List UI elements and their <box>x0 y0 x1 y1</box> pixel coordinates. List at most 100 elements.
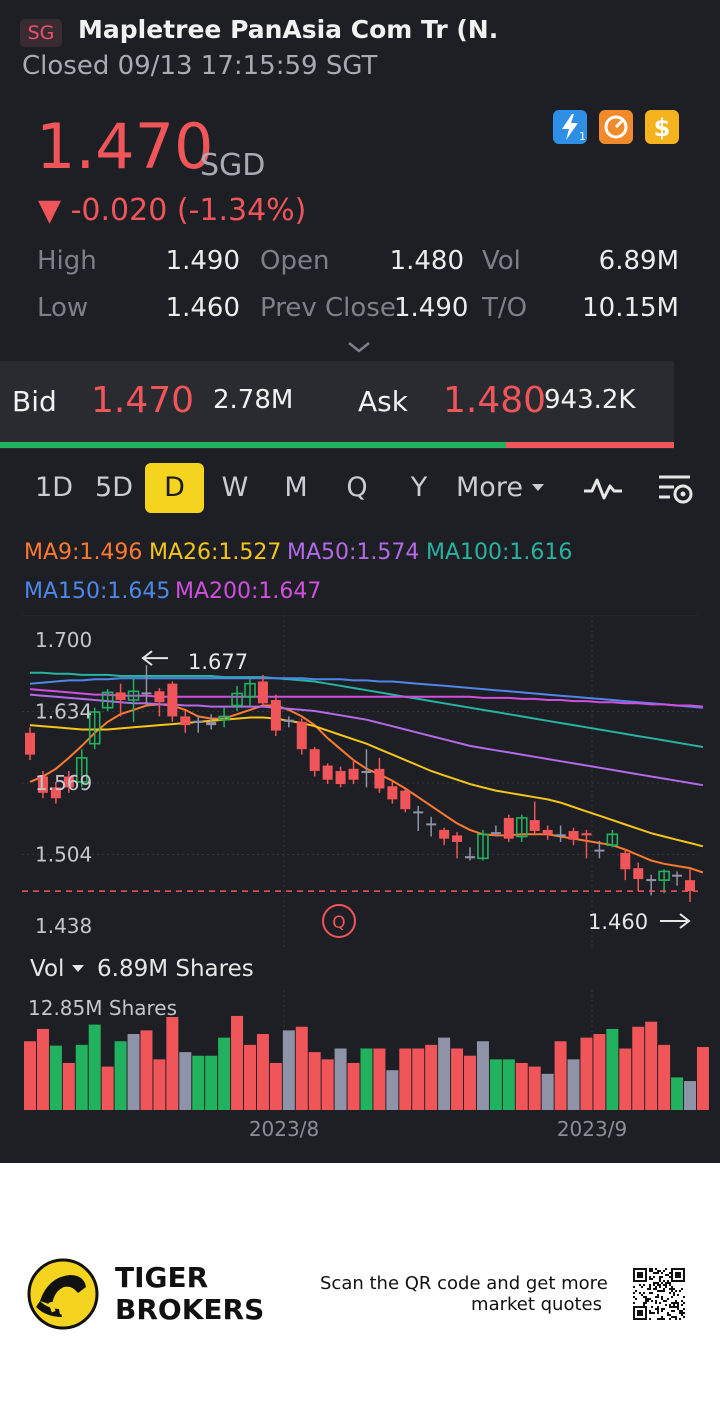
candle-body <box>115 692 126 701</box>
volume-chart[interactable]: 12.85M Shares 2023/8 2023/9 <box>0 990 720 1150</box>
bid-ratio-fill <box>0 442 506 448</box>
options-icon[interactable] <box>599 110 633 144</box>
candle-body <box>257 681 268 704</box>
qr-code <box>633 1268 685 1320</box>
volume-bar <box>334 1048 347 1110</box>
qr-module <box>669 1292 671 1294</box>
volume-bar <box>593 1034 606 1110</box>
qr-module <box>655 1302 657 1304</box>
qr-module <box>663 1280 665 1282</box>
y-tick-label: 1.634 <box>35 700 92 724</box>
volume-bar <box>218 1037 231 1110</box>
candle-body <box>25 732 35 755</box>
qr-module <box>681 1288 683 1290</box>
candle-body <box>193 720 204 723</box>
dollar-icon[interactable]: $ <box>645 110 679 144</box>
volume-label[interactable]: Vol <box>30 956 65 982</box>
tab-y[interactable]: Y <box>410 472 428 503</box>
candle-body <box>646 879 657 882</box>
qr-module <box>683 1296 685 1298</box>
volume-bar <box>62 1062 75 1110</box>
qr-module <box>681 1312 683 1314</box>
ask-size: 943.2K <box>544 385 636 415</box>
volume-bar <box>580 1037 593 1110</box>
qr-module <box>673 1302 675 1304</box>
candle-body <box>180 716 191 726</box>
qr-module <box>677 1308 679 1310</box>
volume-bar <box>205 1055 218 1110</box>
qr-module <box>673 1316 675 1318</box>
tab-more[interactable]: More <box>456 472 523 503</box>
qr-module <box>659 1290 661 1292</box>
candle-body <box>387 786 398 800</box>
event-marker-label: Q <box>332 913 345 933</box>
qr-module <box>683 1308 685 1310</box>
volume-bar <box>464 1055 476 1110</box>
candle-body <box>218 715 230 721</box>
expand-chevron-icon[interactable] <box>346 338 372 356</box>
candle-body <box>361 770 372 773</box>
qr-module <box>665 1284 667 1286</box>
volume-bar <box>399 1048 412 1110</box>
candle-body <box>400 790 411 810</box>
tab-q[interactable]: Q <box>346 472 368 503</box>
gauge-icon <box>604 115 628 139</box>
candle-body <box>154 691 165 703</box>
candle-body <box>75 757 88 783</box>
ma-line-ma200 <box>29 688 703 708</box>
tab-w[interactable]: W <box>221 472 249 503</box>
qr-module <box>679 1310 681 1312</box>
tab-d[interactable]: D <box>145 463 204 513</box>
ma-lines <box>29 671 704 874</box>
candlestick-chart[interactable]: 1.700 1.634 1.569 1.504 1.438 1.677 1.460 Q <box>0 615 720 950</box>
quote-screen: SG Mapletree PanAsia Com Tr (N. Closed 0… <box>0 0 720 1163</box>
ma26-label: MA26:1.527 <box>149 540 282 565</box>
more-caret-icon[interactable] <box>531 483 545 493</box>
chart-settings-icon[interactable] <box>656 472 696 506</box>
qr-module <box>657 1290 659 1292</box>
flash-icon[interactable]: 1 <box>553 110 587 144</box>
qr-module <box>675 1290 677 1292</box>
candle-body <box>658 870 670 881</box>
candle-body <box>620 852 631 870</box>
price-change: ▼ -0.020 (-1.34%) <box>38 193 307 228</box>
qr-module <box>633 1292 635 1294</box>
indicator-icon[interactable] <box>582 473 624 503</box>
volume-bar <box>36 1028 49 1110</box>
qr-module <box>649 1318 651 1320</box>
volume-bar <box>153 1059 166 1110</box>
qr-module <box>651 1306 653 1308</box>
low-marker-label: 1.460 <box>588 910 648 934</box>
low-arrow-head <box>679 913 691 929</box>
qr-module <box>673 1292 675 1294</box>
bid-ask-ratio-bar <box>0 442 674 448</box>
qr-module <box>657 1282 659 1284</box>
qr-module <box>655 1282 657 1284</box>
qr-module <box>655 1286 657 1288</box>
qr-module <box>647 1288 649 1290</box>
candle-body <box>348 768 359 780</box>
volume-caret-icon[interactable] <box>71 964 85 974</box>
candles <box>25 665 695 902</box>
qr-module <box>643 1292 645 1294</box>
ma-line-ma26 <box>29 716 704 848</box>
stat-label-turnover: T/O <box>482 293 528 323</box>
ask-label: Ask <box>358 385 408 418</box>
qr-module <box>655 1300 657 1302</box>
tab-m[interactable]: M <box>284 472 308 503</box>
tab-5d[interactable]: 5D <box>95 472 133 503</box>
qr-module <box>671 1286 673 1288</box>
qr-module <box>635 1290 637 1292</box>
qr-module <box>661 1310 663 1312</box>
qr-module <box>667 1298 669 1300</box>
volume-bar <box>451 1048 464 1110</box>
qr-module <box>641 1286 643 1288</box>
high-arrow-head <box>141 650 153 666</box>
tab-1d[interactable]: 1D <box>35 472 73 503</box>
qr-module <box>653 1284 655 1286</box>
high-marker-label: 1.677 <box>188 650 248 674</box>
qr-module <box>645 1296 647 1298</box>
volume-bar <box>554 1041 567 1110</box>
stat-label-vol: Vol <box>482 246 521 276</box>
candle-body <box>335 770 346 785</box>
